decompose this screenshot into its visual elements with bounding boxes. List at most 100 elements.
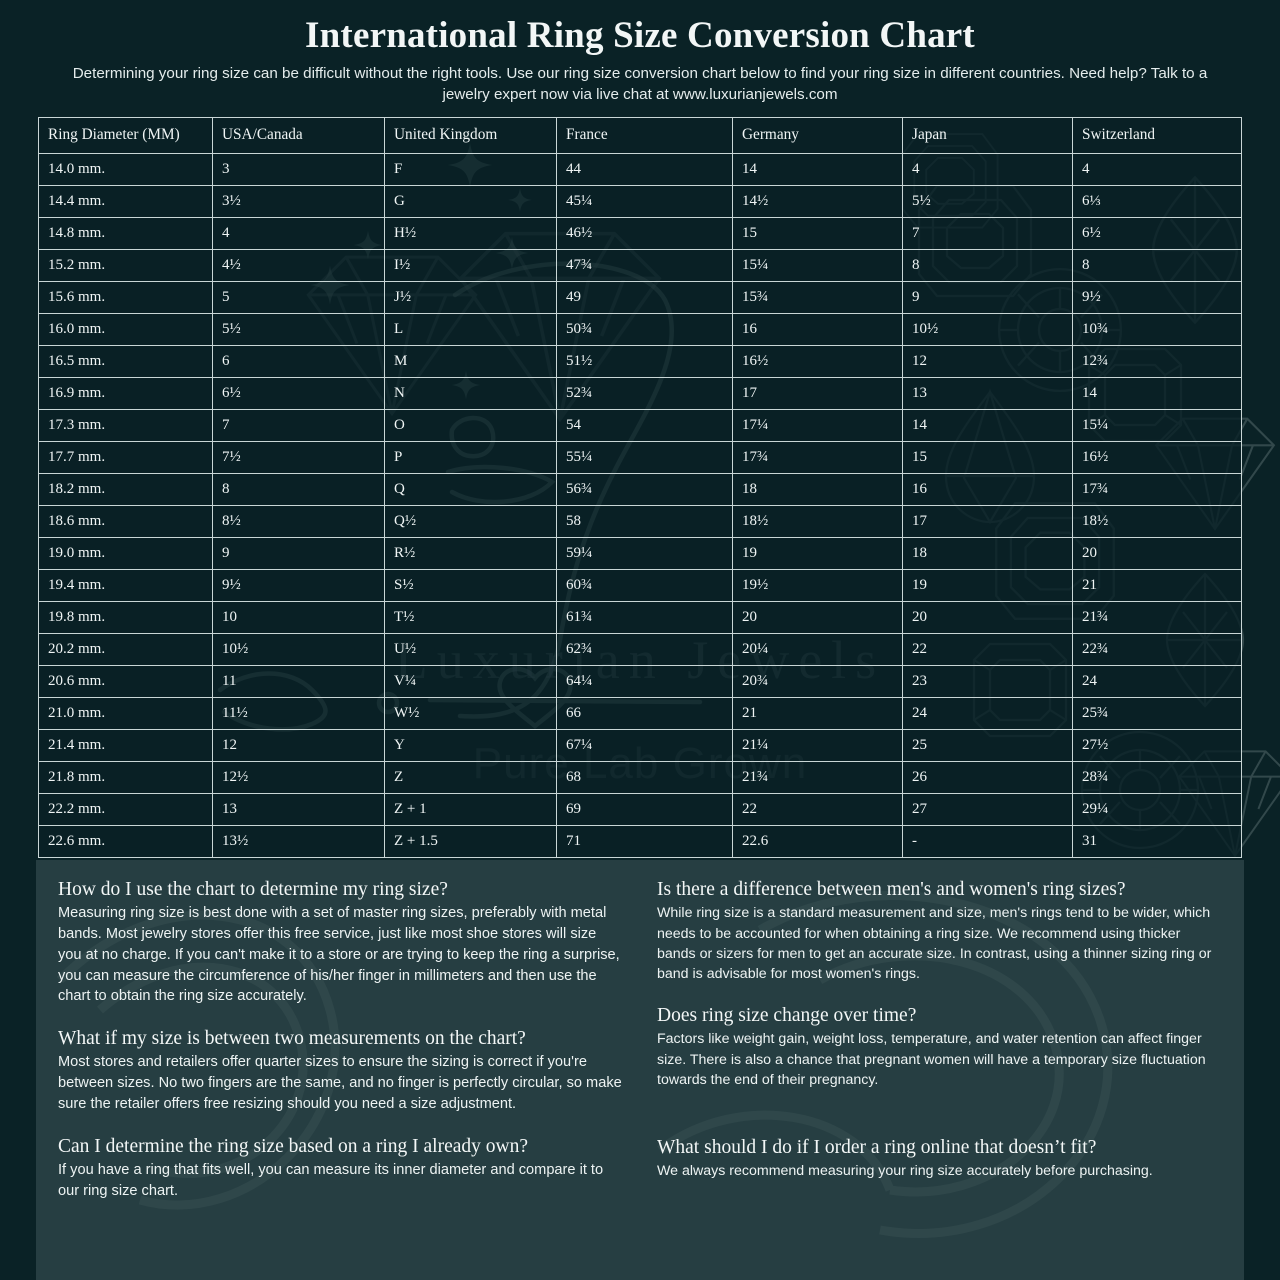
ring-size-conversion-table: Ring Diameter (MM) USA/Canada United Kingd… bbox=[38, 116, 1242, 858]
faq-answer: If you have a ring that fits well, you c… bbox=[58, 1161, 604, 1199]
cell-size-value: 9½ bbox=[212, 568, 384, 601]
table-body: 14.0 mm. 3 F 44 14 4 4 14.4 mm. 3½ G 45¼ 14½ 5½ 6⅓ 14.… bbox=[38, 152, 1242, 858]
cell-ring-diameter: 18.6 mm. bbox=[38, 504, 212, 537]
cell-size-value: 24 bbox=[902, 696, 1072, 729]
table-row: 19.4 mm. 9½ S½ 60¾ 19½ 19 21 bbox=[38, 568, 1242, 601]
faq-item: How do I use the chart to determine my r… bbox=[58, 878, 623, 1007]
cell-size-value: 12¾ bbox=[1072, 344, 1242, 377]
cell-size-value: 6⅓ bbox=[1072, 184, 1242, 217]
faq-question: Does ring size change over time? bbox=[657, 1005, 917, 1026]
cell-size-value: 5½ bbox=[902, 184, 1072, 217]
cell-size-value: F bbox=[384, 152, 556, 185]
cell-size-value: 18 bbox=[902, 536, 1072, 569]
cell-size-value: 19 bbox=[732, 536, 902, 569]
cell-size-value: 23 bbox=[902, 664, 1072, 697]
cell-size-value: 45¼ bbox=[556, 184, 732, 217]
cell-size-value: P bbox=[384, 440, 556, 473]
cell-size-value: 17¾ bbox=[732, 440, 902, 473]
cell-size-value: 5½ bbox=[212, 312, 384, 345]
cell-size-value: 12 bbox=[902, 344, 1072, 377]
cell-size-value: Q bbox=[384, 472, 556, 505]
cell-size-value: Z + 1 bbox=[384, 792, 556, 825]
cell-size-value: 10½ bbox=[212, 632, 384, 665]
faq-answer: We always recommend measuring your ring … bbox=[657, 1163, 1153, 1180]
cell-size-value: 20¼ bbox=[732, 632, 902, 665]
cell-ring-diameter: 19.4 mm. bbox=[38, 568, 212, 601]
cell-size-value: 16½ bbox=[732, 344, 902, 377]
cell-size-value: S½ bbox=[384, 568, 556, 601]
cell-size-value: 13½ bbox=[212, 824, 384, 858]
cell-size-value: 16 bbox=[902, 472, 1072, 505]
cell-ring-diameter: 21.8 mm. bbox=[38, 760, 212, 793]
faq-item: What should I do if I order a ring onlin… bbox=[657, 1136, 1222, 1182]
faq-question: How do I use the chart to determine my r… bbox=[58, 879, 448, 900]
faq-question: What should I do if I order a ring onlin… bbox=[657, 1136, 1097, 1158]
cell-size-value: 19½ bbox=[732, 568, 902, 601]
cell-size-value: 18 bbox=[732, 472, 902, 505]
cell-size-value: 7 bbox=[902, 216, 1072, 249]
table-row: 17.3 mm. 7 O 54 17¼ 14 15¼ bbox=[38, 408, 1242, 441]
page-subtitle: Determining your ring size can be diffic… bbox=[72, 64, 1208, 104]
cell-size-value: 20 bbox=[732, 600, 902, 633]
faq-question: What if my size is between two measureme… bbox=[58, 1027, 526, 1049]
cell-size-value: N bbox=[384, 376, 556, 409]
cell-size-value: 56¾ bbox=[556, 472, 732, 505]
table-row: 18.6 mm. 8½ Q½ 58 18½ 17 18½ bbox=[38, 504, 1242, 537]
cell-size-value: W½ bbox=[384, 696, 556, 729]
cell-size-value: 62¾ bbox=[556, 632, 732, 665]
table-row: 17.7 mm. 7½ P 55¼ 17¾ 15 16½ bbox=[38, 440, 1242, 473]
cell-size-value: 11 bbox=[212, 664, 384, 697]
cell-size-value: 15¾ bbox=[732, 280, 902, 313]
cell-size-value: 51½ bbox=[556, 344, 732, 377]
cell-size-value: 8½ bbox=[212, 504, 384, 537]
cell-size-value: 55¼ bbox=[556, 440, 732, 473]
cell-size-value: 68 bbox=[556, 760, 732, 793]
table-row: 16.9 mm. 6½ N 52¾ 17 13 14 bbox=[38, 376, 1242, 409]
table-row: 19.8 mm. 10 T½ 61¾ 20 20 21¾ bbox=[38, 600, 1242, 633]
cell-ring-diameter: 15.2 mm. bbox=[38, 248, 212, 281]
cell-size-value: 17¼ bbox=[732, 408, 902, 441]
cell-ring-diameter: 19.0 mm. bbox=[38, 536, 212, 569]
cell-size-value: 64¼ bbox=[556, 664, 732, 697]
cell-ring-diameter: 16.9 mm. bbox=[38, 376, 212, 409]
cell-size-value: 20¾ bbox=[732, 664, 902, 697]
table-row: 22.6 mm. 13½ Z + 1.5 71 22.6-31 bbox=[38, 824, 1242, 858]
faq-panel: How do I use the chart to determine my r… bbox=[36, 860, 1244, 1280]
cell-size-value: 27½ bbox=[1072, 728, 1242, 761]
cell-size-value: 24 bbox=[1072, 664, 1242, 697]
cell-size-value: 66 bbox=[556, 696, 732, 729]
cell-size-value: 15¼ bbox=[732, 248, 902, 281]
cell-size-value: 13 bbox=[902, 376, 1072, 409]
table-row: 15.6 mm. 5 J½ 49 15¾ 9 9½ bbox=[38, 280, 1242, 313]
cell-size-value: T½ bbox=[384, 600, 556, 633]
table-row: 16.5 mm. 6 M 51½ 16½ 12 12¾ bbox=[38, 344, 1242, 377]
cell-ring-diameter: 19.8 mm. bbox=[38, 600, 212, 633]
cell-size-value: 18½ bbox=[732, 504, 902, 537]
page-title: International Ring Size Conversion Chart bbox=[305, 15, 975, 56]
cell-size-value: 7½ bbox=[212, 440, 384, 473]
cell-ring-diameter: 22.6 mm. bbox=[38, 824, 212, 858]
cell-size-value: 12 bbox=[212, 728, 384, 761]
cell-size-value: 4½ bbox=[212, 248, 384, 281]
cell-size-value: 4 bbox=[902, 152, 1072, 185]
faq-question: Can I determine the ring size based on a… bbox=[58, 1135, 528, 1157]
cell-size-value: 17¾ bbox=[1072, 472, 1242, 505]
cell-size-value: 31 bbox=[1072, 824, 1242, 858]
cell-size-value: H½ bbox=[384, 216, 556, 249]
cell-ring-diameter: 20.2 mm. bbox=[38, 632, 212, 665]
cell-size-value: 15 bbox=[732, 216, 902, 249]
cell-size-value: 10½ bbox=[902, 312, 1072, 345]
cell-size-value: 22 bbox=[732, 792, 902, 825]
table-row: 21.0 mm. 11½ W½ 66 21 24 25¾ bbox=[38, 696, 1242, 729]
cell-size-value: 17 bbox=[732, 376, 902, 409]
cell-size-value: 14½ bbox=[732, 184, 902, 217]
cell-size-value: 54 bbox=[556, 408, 732, 441]
cell-size-value: 12½ bbox=[212, 760, 384, 793]
cell-size-value: 9 bbox=[212, 536, 384, 569]
cell-size-value: 21¾ bbox=[1072, 600, 1242, 633]
faq-column-right: Is there a difference between men's and … bbox=[657, 878, 1222, 1280]
cell-ring-diameter: 18.2 mm. bbox=[38, 472, 212, 505]
cell-size-value: 17 bbox=[902, 504, 1072, 537]
cell-size-value: R½ bbox=[384, 536, 556, 569]
